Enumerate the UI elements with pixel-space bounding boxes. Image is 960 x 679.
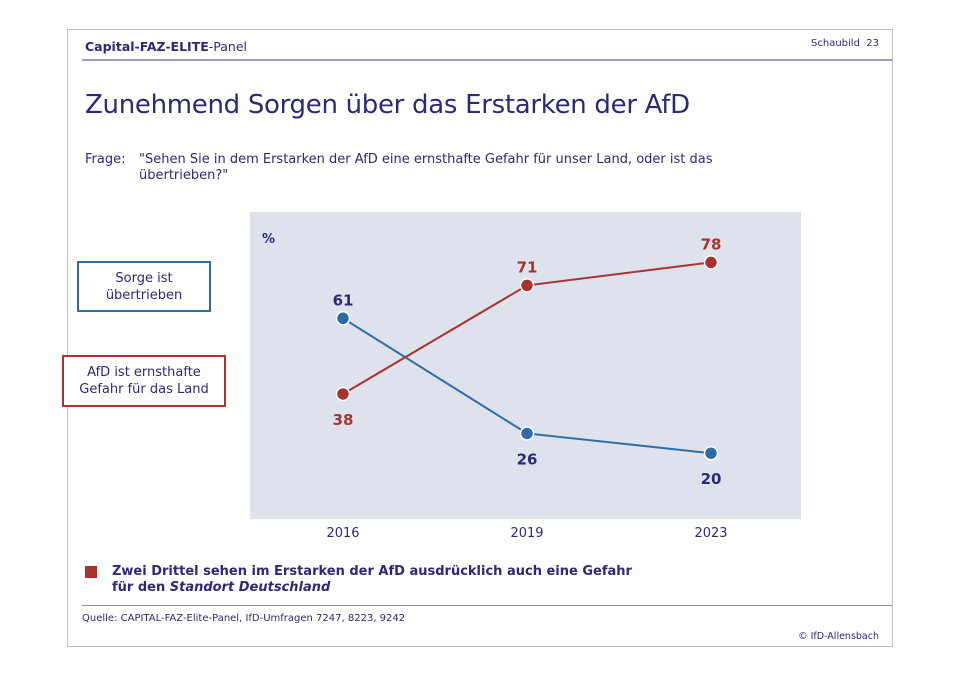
figure-number: Schaubild 23 [811,38,879,49]
legend-red-line-2: Gefahr für das Land [79,382,209,397]
panel-name: Capital-FAZ-ELITE-Panel [85,39,247,54]
panel-name-bold: Capital-FAZ-ELITE [85,39,209,54]
question-line-2: übertrieben?" [139,168,229,183]
page-title: Zunehmend Sorgen über das Erstarken der … [85,90,690,120]
data-label: 26 [517,450,538,468]
data-point [335,386,351,402]
legend-ernsthafte-gefahr: AfD ist ernsthafte Gefahr für das Land [62,355,226,407]
data-label: 38 [333,411,354,429]
x-tick-label: 2023 [694,526,727,541]
x-tick-label: 2016 [326,526,359,541]
header-divider [82,59,892,61]
data-point [703,255,719,270]
data-label: 20 [701,470,722,488]
data-point [335,311,351,326]
data-point [519,426,535,441]
data-label: 71 [517,258,538,276]
data-point [519,278,535,293]
data-label: 78 [701,235,722,253]
question-label: Frage: [85,152,126,167]
legend-red-line-1: AfD ist ernsthafte [87,365,201,380]
x-tick-label: 2019 [510,526,543,541]
legend-sorge-uebertrieben: Sorge ist übertrieben [77,261,211,312]
data-label: 61 [333,291,354,309]
y-axis-unit-label: % [262,232,275,247]
panel-name-rest: -Panel [208,39,247,54]
legend-blue-line-2: übertrieben [105,287,183,303]
survey-question: Frage: "Sehen Sie in dem Erstarken der Af… [85,152,845,184]
question-line-1: "Sehen Sie in dem Erstarken der AfD eine… [139,152,713,167]
data-point [703,445,719,461]
legend-blue-line-1: Sorge ist [115,270,173,286]
